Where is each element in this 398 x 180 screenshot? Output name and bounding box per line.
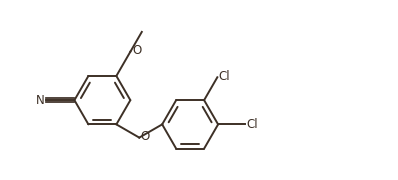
- Text: N: N: [36, 94, 45, 107]
- Text: Cl: Cl: [219, 70, 230, 83]
- Text: O: O: [133, 44, 142, 57]
- Text: O: O: [141, 130, 150, 143]
- Text: Cl: Cl: [246, 118, 258, 131]
